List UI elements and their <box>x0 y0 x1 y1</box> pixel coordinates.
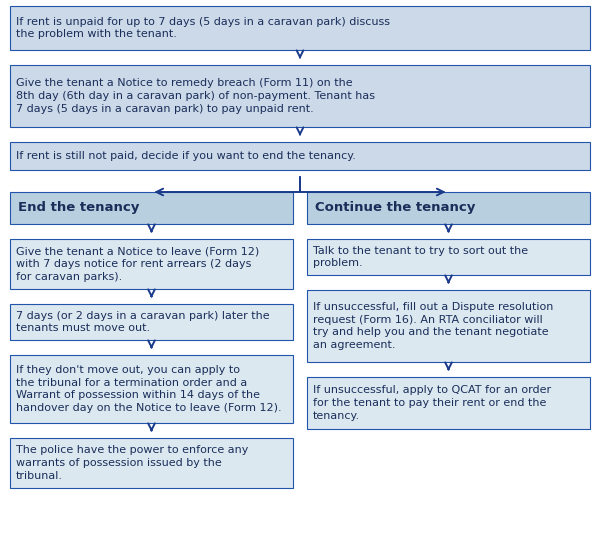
FancyBboxPatch shape <box>10 142 590 170</box>
FancyBboxPatch shape <box>307 239 590 275</box>
FancyBboxPatch shape <box>307 377 590 429</box>
FancyBboxPatch shape <box>10 438 293 488</box>
Text: 7 days (or 2 days in a caravan park) later the
tenants must move out.: 7 days (or 2 days in a caravan park) lat… <box>16 311 269 334</box>
FancyBboxPatch shape <box>10 6 590 50</box>
Text: If they don't move out, you can apply to
the tribunal for a termination order an: If they don't move out, you can apply to… <box>16 365 281 413</box>
Text: If rent is still not paid, decide if you want to end the tenancy.: If rent is still not paid, decide if you… <box>16 151 356 161</box>
FancyBboxPatch shape <box>10 304 293 340</box>
FancyBboxPatch shape <box>307 192 590 224</box>
Text: Give the tenant a Notice to leave (Form 12)
with 7 days notice for rent arrears : Give the tenant a Notice to leave (Form … <box>16 246 259 282</box>
Text: Continue the tenancy: Continue the tenancy <box>315 201 475 214</box>
FancyBboxPatch shape <box>10 239 293 289</box>
Text: Give the tenant a Notice to remedy breach (Form 11) on the
8th day (6th day in a: Give the tenant a Notice to remedy breac… <box>16 78 375 114</box>
FancyBboxPatch shape <box>10 355 293 423</box>
FancyBboxPatch shape <box>10 65 590 127</box>
Text: Talk to the tenant to try to sort out the
problem.: Talk to the tenant to try to sort out th… <box>313 246 528 269</box>
Text: If unsuccessful, fill out a Dispute resolution
request (Form 16). An RTA concili: If unsuccessful, fill out a Dispute reso… <box>313 302 553 350</box>
Text: If unsuccessful, apply to QCAT for an order
for the tenant to pay their rent or : If unsuccessful, apply to QCAT for an or… <box>313 385 551 421</box>
FancyBboxPatch shape <box>307 290 590 362</box>
Text: End the tenancy: End the tenancy <box>18 201 139 214</box>
Text: If rent is unpaid for up to 7 days (5 days in a caravan park) discuss
the proble: If rent is unpaid for up to 7 days (5 da… <box>16 17 390 39</box>
Text: The police have the power to enforce any
warrants of possession issued by the
tr: The police have the power to enforce any… <box>16 445 248 481</box>
FancyBboxPatch shape <box>10 192 293 224</box>
